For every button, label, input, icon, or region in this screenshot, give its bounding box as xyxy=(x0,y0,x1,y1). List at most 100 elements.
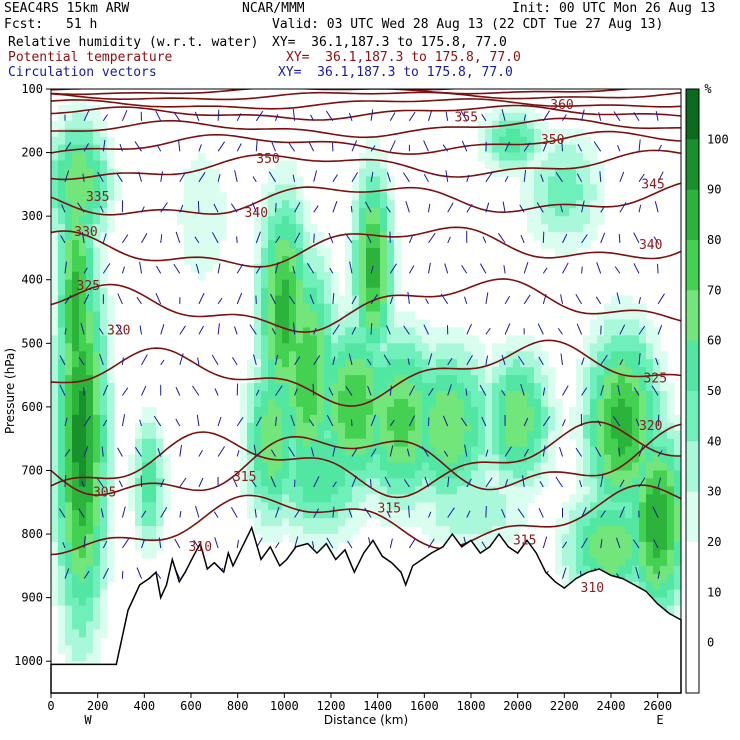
rh-cell xyxy=(79,375,87,384)
rh-cell xyxy=(513,486,521,495)
vector-arrow xyxy=(560,353,563,365)
rh-cell xyxy=(548,398,556,408)
rh-cell xyxy=(597,414,605,424)
rh-cell xyxy=(51,375,59,384)
rh-cell xyxy=(240,446,248,456)
vector-arrow xyxy=(99,353,104,366)
rh-cell xyxy=(107,422,115,432)
rh-cell xyxy=(282,398,290,408)
vector-arrow xyxy=(447,236,451,244)
rh-cell xyxy=(415,470,423,480)
rh-cell xyxy=(345,406,353,416)
rh-cell xyxy=(597,216,605,225)
rh-cell xyxy=(632,494,640,503)
rh-cell xyxy=(457,343,465,352)
vector-arrow xyxy=(230,203,238,213)
vector-arrow xyxy=(59,384,66,396)
rh-cell xyxy=(345,398,353,408)
colorbar-swatch xyxy=(686,491,699,543)
rh-cell xyxy=(408,327,416,336)
rh-cell xyxy=(443,383,451,392)
rh-cell xyxy=(590,232,598,241)
rh-cell xyxy=(86,621,94,631)
rh-cell xyxy=(499,438,507,448)
rh-cell xyxy=(163,494,171,503)
rh-cell xyxy=(639,391,647,400)
vector-arrow xyxy=(485,355,488,365)
vector-arrow xyxy=(255,110,264,122)
rh-cell xyxy=(331,287,339,297)
rh-cell xyxy=(324,518,332,527)
rh-cell xyxy=(646,526,654,535)
rh-cell xyxy=(611,502,619,511)
rh-cell xyxy=(408,335,416,344)
rh-cell xyxy=(373,208,381,217)
vector-arrow xyxy=(83,446,89,457)
rh-cell xyxy=(646,359,654,368)
rh-cell xyxy=(289,271,297,281)
rh-cell xyxy=(562,136,570,146)
rh-cell xyxy=(604,565,612,575)
rh-cell xyxy=(618,438,626,448)
colorbar-level-label: 90 xyxy=(707,183,721,197)
rh-cell xyxy=(555,422,563,432)
vector-arrow xyxy=(386,510,391,518)
rh-cell xyxy=(576,160,584,170)
rh-cell xyxy=(541,462,549,472)
rh-cell xyxy=(317,247,325,257)
rh-cell xyxy=(331,279,339,289)
rh-cell xyxy=(352,208,360,217)
colorbar-level-label: 80 xyxy=(707,233,721,247)
rh-cell xyxy=(65,232,73,241)
rh-cell xyxy=(534,224,542,233)
rh-cell xyxy=(611,486,619,495)
rh-cell xyxy=(219,224,227,233)
vector-arrow xyxy=(275,236,281,244)
vector-arrow xyxy=(179,204,184,213)
rh-cell xyxy=(611,351,619,360)
rh-cell xyxy=(394,398,402,408)
rh-cell xyxy=(261,192,269,201)
rh-cell xyxy=(93,510,101,519)
rh-cell xyxy=(65,486,73,495)
theta-contour-line xyxy=(51,117,681,139)
rh-cell xyxy=(604,510,612,519)
rh-cell xyxy=(317,502,325,511)
rh-cell xyxy=(646,502,654,511)
rh-cell xyxy=(310,271,318,281)
rh-cell xyxy=(667,526,675,535)
vector-arrow xyxy=(562,385,569,396)
rh-cell xyxy=(142,518,150,527)
rh-cell xyxy=(79,430,87,440)
rh-cell xyxy=(79,327,87,336)
rh-cell xyxy=(457,502,465,511)
rh-cell xyxy=(520,422,528,432)
rh-cell xyxy=(527,200,535,209)
rh-cell xyxy=(478,406,486,416)
rh-cell xyxy=(646,454,654,464)
rh-cell xyxy=(401,335,409,344)
rh-cell xyxy=(639,303,647,313)
rh-cell xyxy=(345,422,353,432)
vector-arrow xyxy=(121,234,129,244)
rh-cell xyxy=(65,120,73,130)
rh-cell xyxy=(366,375,374,384)
rh-cell xyxy=(58,414,66,424)
rh-cell xyxy=(562,144,570,154)
vector-arrow xyxy=(139,261,142,274)
rh-cell xyxy=(135,478,143,487)
vector-arrow xyxy=(332,293,335,304)
rh-cell xyxy=(534,144,542,154)
rh-cell xyxy=(58,581,66,591)
rh-cell xyxy=(58,136,66,146)
rh-cell xyxy=(58,303,66,313)
rh-cell xyxy=(352,391,360,400)
rh-cell xyxy=(639,454,647,464)
rh-cell xyxy=(345,383,353,392)
rh-cell xyxy=(436,359,444,368)
rh-cell xyxy=(492,518,500,527)
rh-cell xyxy=(527,414,535,424)
rh-cell xyxy=(429,526,437,535)
rh-cell xyxy=(100,494,108,503)
vector-arrow xyxy=(482,236,487,244)
